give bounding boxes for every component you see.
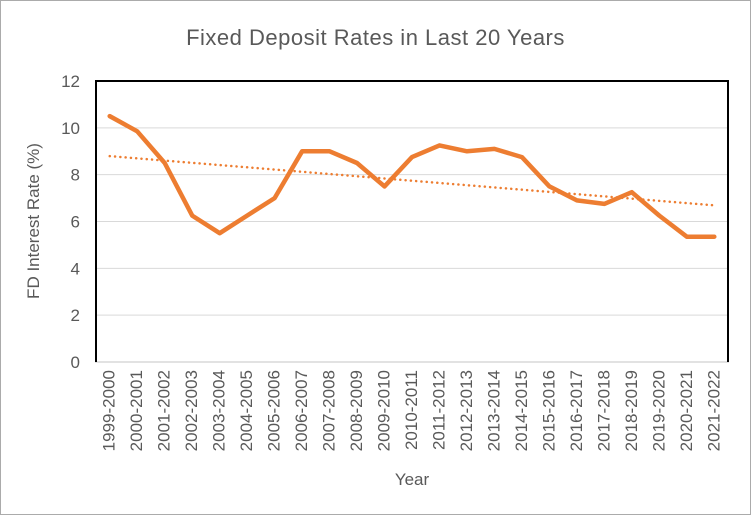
x-tick-label: 2002-2003: [182, 370, 201, 451]
x-tick-label: 1999-2000: [100, 370, 119, 451]
fd-rate-series-line: [107, 113, 717, 239]
y-tick-label: 2: [71, 306, 80, 325]
x-tick-label: 2017-2018: [594, 370, 613, 451]
chart-title: Fixed Deposit Rates in Last 20 Years: [186, 25, 565, 50]
x-tick-label: 2006-2007: [292, 370, 311, 451]
x-tick-label: 2018-2019: [622, 370, 641, 451]
x-tick-label: 2020-2021: [677, 370, 696, 451]
x-tick-label: 2000-2001: [127, 370, 146, 451]
x-tick-label: 2016-2017: [567, 370, 586, 451]
x-tick-label: 2007-2008: [320, 370, 339, 451]
y-tick-label: 6: [71, 213, 80, 232]
x-tick-label: 2010-2011: [402, 370, 421, 450]
y-tick-label: 10: [61, 119, 80, 138]
x-tick-label: 2004-2005: [237, 370, 256, 451]
y-tick-label: 0: [71, 353, 80, 372]
x-tick-label: 2003-2004: [210, 370, 229, 451]
trendline: [108, 154, 716, 207]
y-tick-label: 12: [61, 72, 80, 91]
x-tick-label: 2001-2002: [155, 370, 174, 451]
x-tick-label: 2009-2010: [375, 370, 394, 451]
x-tick-label: 2015-2016: [539, 370, 558, 451]
x-tick-label: 2012-2013: [457, 370, 476, 451]
x-axis-title: Year: [394, 470, 430, 489]
x-tick-label: 2008-2009: [347, 370, 366, 451]
x-tick-label: 2011-2012: [429, 370, 448, 450]
x-tick-label: 2021-2022: [704, 370, 723, 451]
x-tick-label: 2005-2006: [265, 370, 284, 451]
y-tick-label: 8: [71, 166, 80, 185]
y-tick-label: 4: [71, 259, 80, 278]
x-tick-label: 2013-2014: [484, 370, 503, 451]
x-tick-label: 2014-2015: [512, 370, 531, 451]
plot-border: [95, 80, 729, 362]
x-tick-label: 2019-2020: [649, 370, 668, 451]
